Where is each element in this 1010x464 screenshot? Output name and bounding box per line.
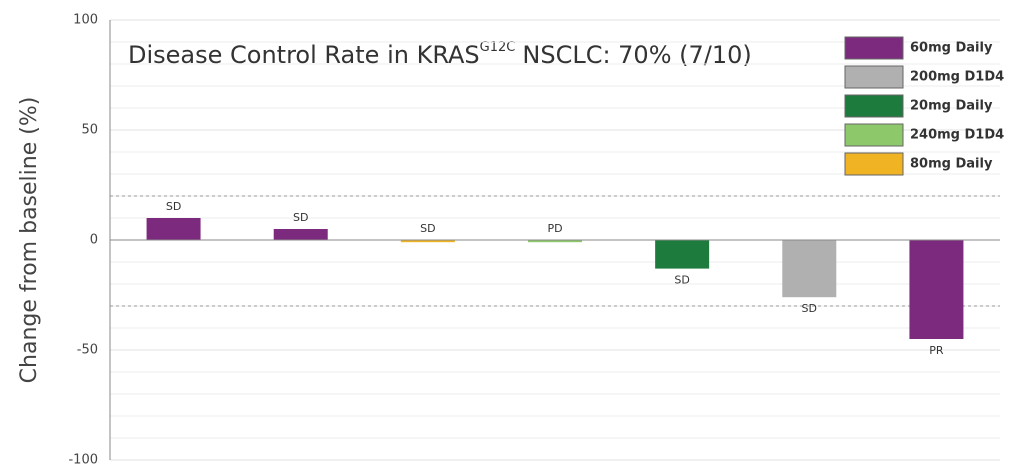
bar <box>655 240 710 269</box>
y-axis-label: Change from baseline (%) <box>17 97 42 384</box>
bar-annotation: SD <box>674 274 689 287</box>
y-tick-label: 0 <box>90 233 98 248</box>
y-tick-label: 50 <box>81 123 98 138</box>
legend-swatch <box>844 94 904 118</box>
bar-annotation: SD <box>166 200 181 213</box>
legend-swatch <box>844 152 904 176</box>
legend-label: 240mg D1D4 <box>910 128 1004 143</box>
y-tick-label: -100 <box>68 453 98 464</box>
bar-annotation: SD <box>293 211 308 224</box>
y-tick-label: 100 <box>73 13 98 28</box>
legend-label: 200mg D1D4 <box>910 70 1004 85</box>
bar <box>400 240 455 243</box>
marks: -100 -50 0 50 100 SD SD SD PD SD SD PR 60mg Daily 200… <box>68 13 1004 464</box>
bar-annotation: PD <box>547 222 562 235</box>
legend-label: 60mg Daily <box>910 41 993 56</box>
y-tick-label: -50 <box>77 343 98 358</box>
bar <box>782 240 837 298</box>
bar <box>146 218 201 240</box>
title-rest: NSCLC: 70% (7/10) <box>522 41 751 69</box>
legend-label: 20mg Daily <box>910 99 993 114</box>
legend-swatch <box>844 65 904 89</box>
legend-swatch <box>844 123 904 147</box>
bar-annotation: SD <box>802 302 817 315</box>
bar-annotation: SD <box>420 222 435 235</box>
legend-swatch <box>844 36 904 60</box>
legend-label: 80mg Daily <box>910 157 993 172</box>
bar-annotation: PR <box>929 344 944 357</box>
bar <box>909 240 964 339</box>
title-main: Disease Control Rate in KRAS <box>128 41 480 69</box>
bar <box>528 240 582 243</box>
title-superscript: G12C <box>480 40 516 55</box>
bar <box>273 229 328 240</box>
chart-title: Disease Control Rate in KRASG12C NSCLC: 7… <box>128 40 752 70</box>
